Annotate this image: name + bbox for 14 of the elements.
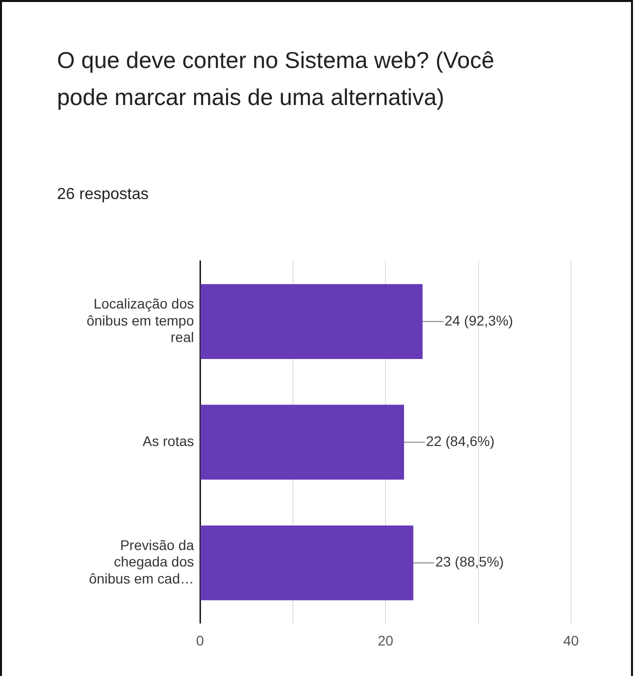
y-tick-label: Localização dos ônibus em tempo real [86,296,194,346]
data-label: 24 (92,3%) [444,312,514,328]
y-tick-label: As rotas [142,433,194,450]
chart-title: O que deve conter no Sistema web? (Você pode marcar mais de uma alternativa) [57,46,496,112]
x-tick-label: 20 [378,632,394,648]
bar [200,525,414,600]
y-tick-label: Previsão da chegada dos ônibus em cad… [88,536,194,587]
data-label: 22 (84,6%) [426,433,495,450]
bar [200,284,423,359]
x-tick-label: 0 [196,632,204,648]
data-label: 23 (88,5%) [435,554,504,570]
chart-subtitle: 26 respostas [57,186,149,204]
bar [200,404,404,480]
x-tick-label: 40 [563,632,579,648]
